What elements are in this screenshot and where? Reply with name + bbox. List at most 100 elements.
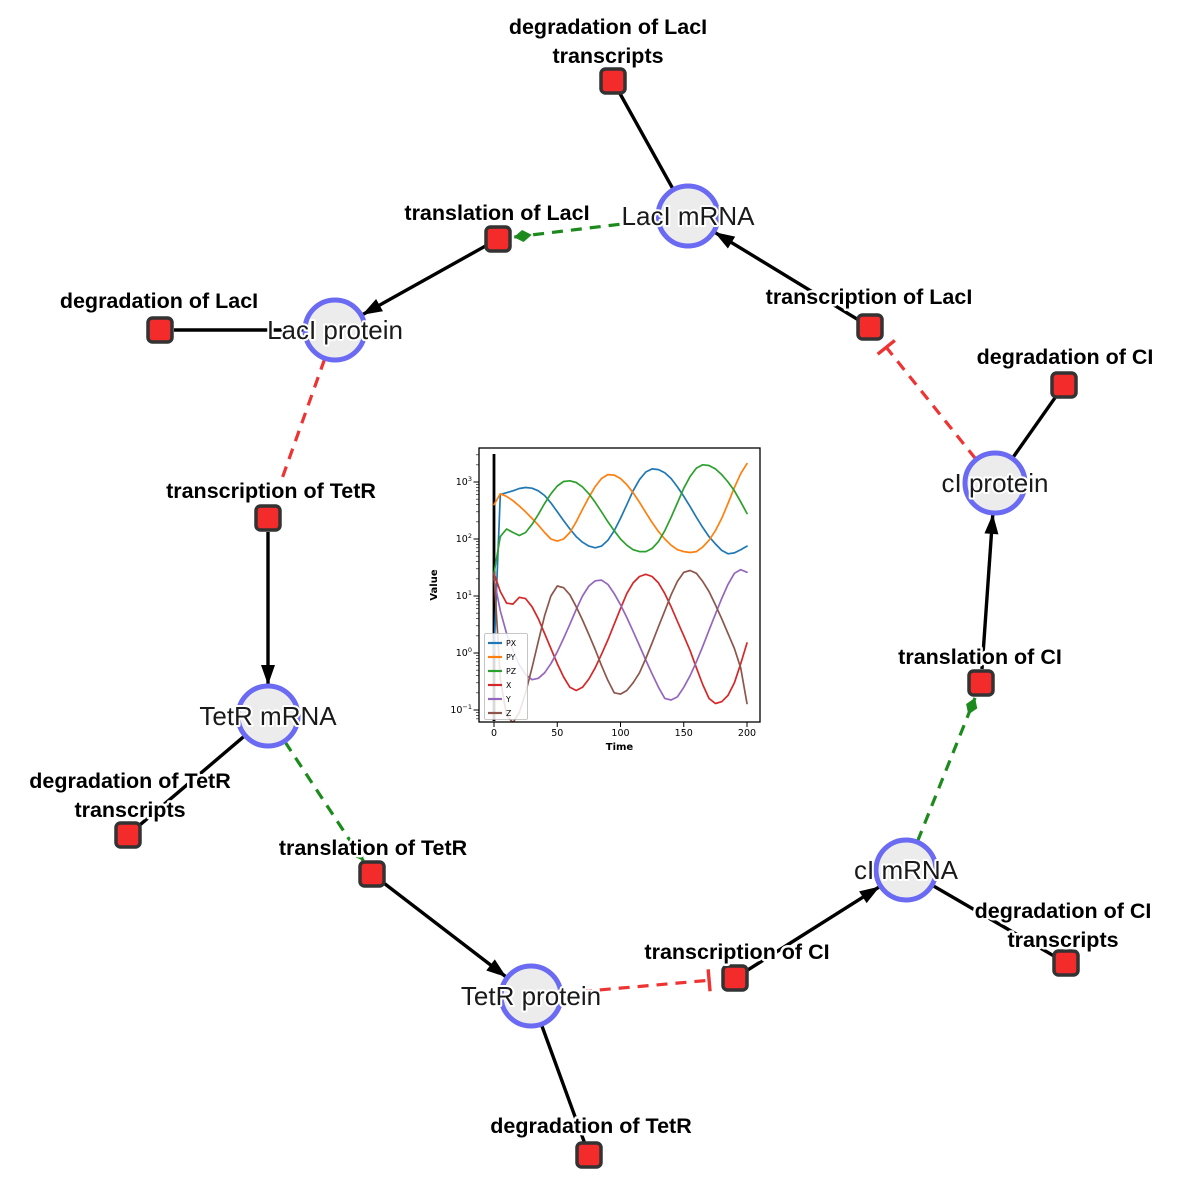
y-axis: 103 1 0 2 101 100 10−1 Value — [429, 454, 479, 720]
reaction-node-deg_ci_tx — [1052, 949, 1080, 977]
reaction-node-deg_ci — [1050, 371, 1078, 399]
edge-production-tl_ci-to-ci_protein — [980, 513, 999, 670]
y-tick-exponent: 0 — [468, 646, 472, 654]
reaction-square-deg_tetr — [575, 1141, 603, 1169]
x-tick-label: 100 — [611, 728, 629, 739]
reaction-square-tx_ci — [721, 964, 749, 992]
species-label-laci_protein: LacI protein — [267, 315, 403, 345]
edge-consumption-ci_protein-to-deg_ci — [1011, 395, 1058, 459]
reaction-label-tl_laci: translation of LacI — [404, 201, 589, 225]
edge-modifier-laci_mrna-to-tl_laci — [513, 218, 658, 242]
reaction-label-tx_laci: transcription of LacI — [766, 285, 973, 309]
species-node-tetr_protein — [498, 963, 564, 1029]
reaction-node-deg_laci — [146, 316, 174, 344]
y-tick-exponent: −1 — [462, 703, 472, 711]
reaction-label-deg_tetr_tx-line1: degradation of TetR — [29, 769, 231, 793]
reaction-square-deg_ci — [1050, 371, 1078, 399]
edge-consumption-tetr_protein-to-deg_tetr — [540, 1024, 586, 1143]
y-tick-exponent: 1 — [468, 589, 472, 597]
species-node-laci_mrna — [655, 183, 721, 249]
chart-series-PZ — [493, 463, 748, 575]
reaction-node-tl_laci — [484, 225, 512, 253]
x-axis-title: Time — [606, 742, 634, 753]
legend-label-Y: Y — [505, 695, 511, 704]
reaction-node-deg_laci_tx — [599, 67, 627, 95]
reaction-label-deg_laci: degradation of LacI — [60, 289, 258, 313]
y-tick-label: 100 — [456, 646, 472, 659]
reaction-label-tx_ci: transcription of CI — [644, 940, 829, 964]
reaction-node-tx_laci — [856, 313, 884, 341]
y-tick-label: 101 — [456, 589, 472, 602]
legend-label-PY: PY — [506, 653, 516, 662]
species-node-laci_protein — [302, 297, 368, 363]
edge-production-tx_ci-to-ci_mrna — [745, 885, 881, 972]
species-circle-laci_mrna — [655, 183, 721, 249]
edge-consumption-laci_mrna-to-deg_laci_tx — [618, 92, 675, 190]
reaction-square-tl_tetr — [358, 860, 386, 888]
species-circle-ci_mrna — [873, 837, 939, 903]
y-axis-title: Value — [429, 569, 440, 600]
species-label-tetr_mrna: TetR mRNA — [199, 701, 337, 731]
reaction-label-tx_tetr: transcription of TetR — [166, 479, 376, 503]
edge-modifier-ci_mrna-to-tl_ci — [916, 697, 978, 842]
species-label-ci_mrna: cI mRNA — [854, 855, 959, 885]
edge-inhibition-ci_protein-to-tx_laci — [876, 339, 977, 460]
reaction-square-tl_laci — [484, 225, 512, 253]
species-circle-laci_protein — [302, 297, 368, 363]
reaction-node-tl_tetr — [358, 860, 386, 888]
reaction-label-deg_laci_tx-line2: transcripts — [552, 44, 663, 68]
edge-inhibition-tetr_protein-to-tx_ci — [561, 969, 712, 995]
reaction-square-deg_laci — [146, 316, 174, 344]
reaction-node-deg_tetr_tx — [114, 821, 142, 849]
reaction-node-tl_ci — [967, 669, 995, 697]
y-tick-exponent: 2 — [468, 532, 472, 540]
species-circle-tetr_protein — [498, 963, 564, 1029]
reaction-square-tl_ci — [967, 669, 995, 697]
reaction-label-tl_ci: translation of CI — [898, 645, 1062, 669]
reaction-label-deg_ci_tx-line1: degradation of CI — [975, 899, 1152, 923]
labels-layer: LacI mRNA LacI protein TetR mRNA TetR prote… — [27, 13, 1156, 1141]
x-tick-label: 50 — [551, 728, 563, 739]
x-tick-label: 200 — [738, 728, 756, 739]
species-node-ci_protein — [962, 450, 1028, 516]
edges-layer — [137, 92, 1058, 1143]
chart-series-PY — [493, 462, 748, 554]
species-label-tetr_protein: TetR protein — [461, 981, 601, 1011]
reaction-label-deg_laci_tx-line1: degradation of LacI — [509, 15, 707, 39]
reaction-label-deg_tetr_tx-line2: transcripts — [74, 798, 185, 822]
edge-production-tx_laci-to-laci_mrna — [713, 230, 859, 322]
reaction-square-deg_ci_tx — [1052, 949, 1080, 977]
chart-frame — [478, 447, 761, 723]
reaction-node-tx_ci — [721, 964, 749, 992]
legend-label-Z: Z — [506, 709, 511, 718]
reaction-label-tl_tetr: translation of TetR — [279, 836, 468, 860]
reaction-square-tx_laci — [856, 313, 884, 341]
reaction-square-tx_tetr — [254, 504, 282, 532]
chart-series-X — [493, 572, 748, 705]
edge-inhibition-laci_protein-to-tx_tetr — [265, 358, 327, 499]
nodes-layer — [114, 67, 1080, 1169]
y-tick-label: 103 — [456, 475, 472, 488]
edge-consumption-tetr_mrna-to-deg_tetr_tx — [137, 734, 246, 828]
legend-label-X: X — [506, 681, 512, 690]
y-tick-label: 10−1 — [450, 703, 472, 716]
x-axis: 0 50 100 150 200 Time — [491, 722, 756, 753]
legend-label-PX: PX — [506, 639, 517, 648]
reaction-label-deg_ci_tx-line2: transcripts — [1007, 928, 1118, 952]
chart-series-Z — [493, 569, 748, 722]
species-label-laci_mrna: LacI mRNA — [622, 201, 756, 231]
species-node-tetr_mrna — [235, 683, 301, 749]
chart-series-Y — [493, 568, 748, 701]
edge-consumption-ci_mrna-to-deg_ci_tx — [931, 884, 1055, 958]
chart-series-PX — [493, 468, 748, 654]
species-label-ci_protein: cI protein — [942, 468, 1049, 498]
x-tick-label: 0 — [491, 728, 497, 739]
species-circle-ci_protein — [962, 450, 1028, 516]
edge-modifier-tetr_mrna-to-tl_tetr — [283, 741, 365, 862]
species-node-ci_mrna — [873, 837, 939, 903]
species-circle-tetr_mrna — [235, 683, 301, 749]
chart-series-group — [493, 462, 748, 722]
reaction-node-deg_tetr — [575, 1141, 603, 1169]
